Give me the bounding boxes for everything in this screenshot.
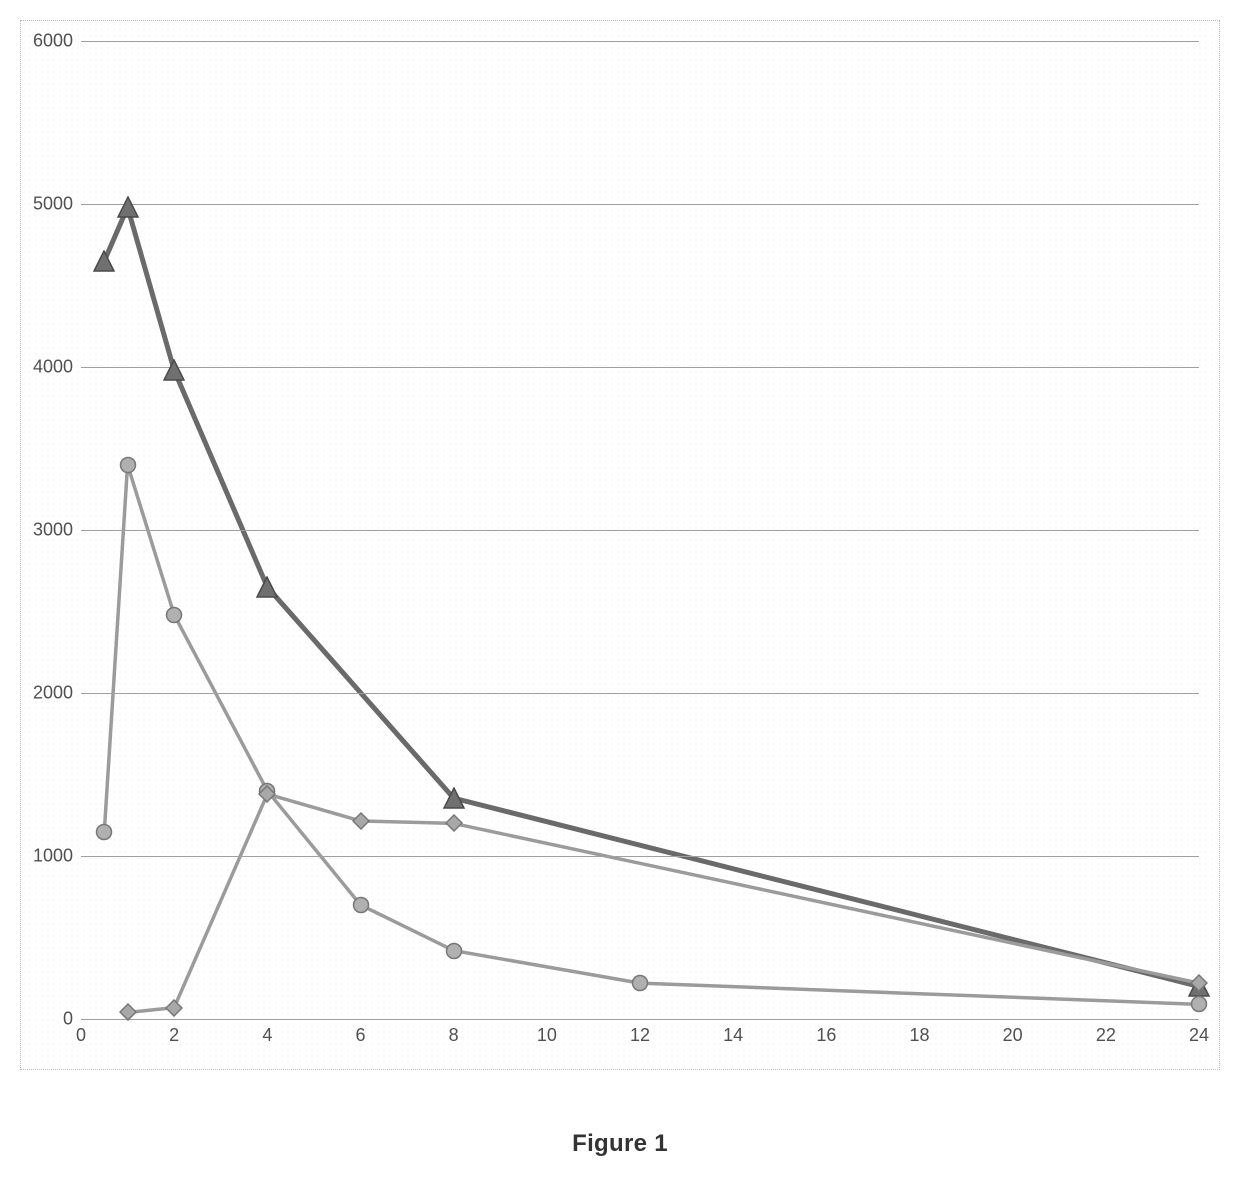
figure-caption: Figure 1: [20, 1130, 1220, 1158]
circle-marker: [165, 606, 183, 624]
x-tick-label: 8: [449, 1025, 459, 1046]
x-tick-label: 4: [262, 1025, 272, 1046]
triangle-marker: [443, 787, 465, 809]
y-gridline: [81, 204, 1199, 205]
x-tick-label: 20: [1003, 1025, 1023, 1046]
circle-marker: [445, 942, 463, 960]
y-tick-label: 3000: [33, 520, 73, 541]
triangle-marker: [256, 576, 278, 598]
y-gridline: [81, 693, 1199, 694]
circle-marker: [352, 896, 370, 914]
diamond-marker: [119, 1003, 137, 1021]
y-tick-label: 2000: [33, 683, 73, 704]
y-tick-label: 5000: [33, 194, 73, 215]
triangle-marker: [163, 359, 185, 381]
x-tick-label: 0: [76, 1025, 86, 1046]
x-tick-label: 10: [537, 1025, 557, 1046]
circle-marker: [1190, 995, 1208, 1013]
diamond-marker: [258, 785, 276, 803]
x-tick-label: 18: [909, 1025, 929, 1046]
diamond-marker: [165, 999, 183, 1017]
y-gridline: [81, 856, 1199, 857]
y-tick-label: 4000: [33, 357, 73, 378]
chart-plot-area: 0100020003000400050006000024681012141618…: [81, 41, 1199, 1019]
x-tick-label: 12: [630, 1025, 650, 1046]
x-tick-label: 2: [169, 1025, 179, 1046]
circle-marker: [119, 456, 137, 474]
y-gridline: [81, 530, 1199, 531]
chart-frame: 0100020003000400050006000024681012141618…: [20, 20, 1220, 1070]
y-tick-label: 1000: [33, 846, 73, 867]
series-line: [104, 465, 1199, 1005]
x-tick-label: 6: [355, 1025, 365, 1046]
x-tick-label: 16: [816, 1025, 836, 1046]
triangle-marker: [93, 250, 115, 272]
y-tick-label: 0: [63, 1009, 73, 1030]
x-tick-label: 24: [1189, 1025, 1209, 1046]
y-gridline: [81, 367, 1199, 368]
y-tick-label: 6000: [33, 31, 73, 52]
x-tick-label: 22: [1096, 1025, 1116, 1046]
diamond-marker: [445, 814, 463, 832]
circle-marker: [95, 823, 113, 841]
x-tick-label: 14: [723, 1025, 743, 1046]
diamond-marker: [352, 812, 370, 830]
circle-marker: [631, 974, 649, 992]
diamond-marker: [1190, 974, 1208, 992]
series-line: [128, 794, 1199, 1012]
y-gridline: [81, 1019, 1199, 1020]
y-gridline: [81, 41, 1199, 42]
triangle-marker: [117, 196, 139, 218]
